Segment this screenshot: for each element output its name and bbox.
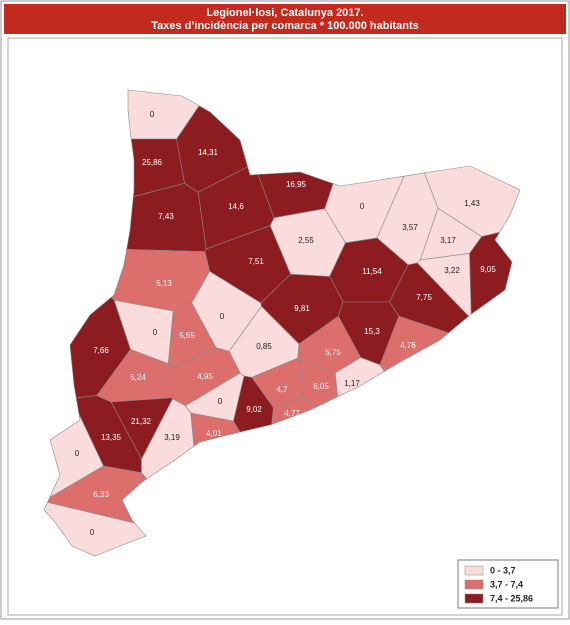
labels: 0 25,86 14,31 16,95 7,43 14,6 0 1,43 2,55 3,57 3,1… [75, 110, 497, 537]
region-label: 4,95 [197, 372, 213, 381]
legend-swatch [464, 579, 484, 590]
legend-label: 3,7 - 7,4 [490, 579, 523, 589]
region-label: 0 [90, 528, 95, 537]
region-label: 25,86 [142, 158, 163, 167]
region-label: 14,31 [198, 148, 219, 157]
region-label: 9,02 [246, 405, 262, 414]
region-label: 9,81 [294, 304, 310, 313]
region-label: 0 [218, 397, 223, 406]
regions [43, 89, 521, 557]
legend-swatch [464, 565, 484, 576]
region-label: 0,85 [256, 342, 272, 351]
region-label: 13,35 [101, 433, 122, 442]
region-label: 14,6 [228, 202, 244, 211]
region-label: 5,13 [156, 279, 172, 288]
region [334, 357, 385, 398]
region-label: 1,43 [464, 199, 480, 208]
legend-label: 0 - 3,7 [490, 565, 516, 575]
region-label: 21,32 [131, 417, 152, 426]
region-label: 3,19 [164, 433, 180, 442]
region [190, 412, 241, 447]
region [43, 502, 147, 557]
region-label: 5,24 [130, 373, 146, 382]
region-label: 15,3 [364, 327, 380, 336]
region-label: 7,75 [416, 293, 432, 302]
region-label: 7,43 [158, 212, 174, 221]
region-label: 0 [153, 328, 158, 337]
region-label: 0 [150, 110, 155, 119]
region-label: 6,05 [313, 382, 329, 391]
title: Legionel·losi, Catalunya 2017. [206, 7, 363, 19]
legend: 0 - 3,7 3,7 - 7,4 7,4 - 25,86 [464, 565, 533, 604]
region-label: 11,54 [362, 267, 382, 276]
region-label: 9,05 [480, 265, 496, 274]
subtitle: Taxes d’incidència per comarca * 100.000… [151, 20, 419, 32]
region-label: 4,01 [206, 429, 222, 438]
legend-swatch [464, 593, 484, 604]
region [469, 231, 513, 315]
title-bar [4, 4, 566, 34]
region-label: 4,76 [400, 341, 416, 350]
region-label: 6,33 [93, 490, 109, 499]
region [233, 375, 274, 433]
region-label: 7,51 [248, 257, 264, 266]
region-label: 0 [360, 202, 365, 211]
legend-label: 7,4 - 25,86 [490, 593, 533, 603]
region-label: 4,7 [276, 385, 288, 394]
region-label: 0 [220, 312, 225, 321]
region-label: 3,57 [402, 223, 418, 232]
region-label: 0 [75, 449, 80, 458]
region [141, 398, 195, 480]
region-label: 2,55 [298, 236, 314, 245]
region-label: 3,22 [444, 266, 460, 275]
region-label: 5,75 [325, 348, 341, 357]
region [271, 395, 315, 425]
region-label: 7,66 [93, 346, 109, 355]
region-label: 3,17 [440, 236, 456, 245]
region-label: 4,77 [284, 409, 300, 418]
region-label: 16,95 [286, 180, 307, 189]
region-label: 5,55 [179, 331, 195, 340]
region-label: 1,17 [344, 379, 360, 388]
